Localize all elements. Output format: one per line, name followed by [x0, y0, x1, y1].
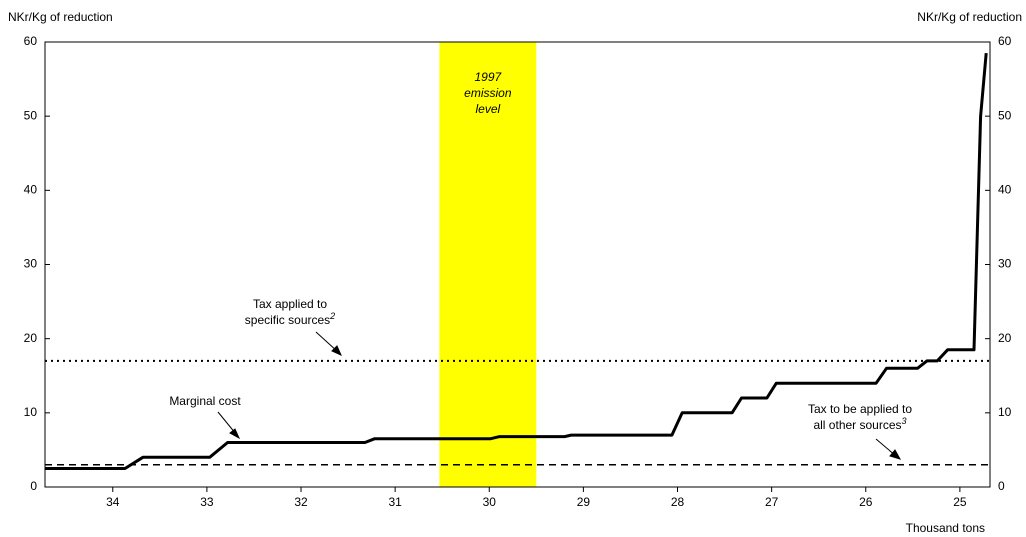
x-tick-label: 25: [953, 495, 967, 509]
y-tick-label: 20: [24, 331, 38, 345]
y2-tick-label: 40: [998, 183, 1012, 197]
x-tick-label: 32: [294, 495, 308, 509]
series-label: Marginal cost: [169, 394, 241, 408]
y-tick-label: 40: [24, 183, 38, 197]
x-tick-label: 30: [483, 495, 497, 509]
y-tick-label: 10: [24, 405, 38, 419]
y2-tick-label: 60: [998, 34, 1012, 48]
footnote-mark: 3: [902, 416, 907, 426]
reference-label: specific sources2: [245, 311, 335, 327]
footnote-mark: 2: [329, 311, 335, 321]
arrow-head: [889, 449, 902, 460]
emission-band: [439, 42, 537, 487]
band-label: 1997: [474, 70, 502, 84]
reference-label-text: Tax to be applied to: [808, 402, 912, 416]
x-tick-label: 26: [859, 495, 873, 509]
y2-tick-label: 30: [998, 257, 1012, 271]
y2-tick-label: 10: [998, 405, 1012, 419]
x-tick-label: 29: [577, 495, 591, 509]
reference-label: Tax to be applied to: [808, 402, 912, 416]
y-tick-label: 0: [30, 479, 37, 493]
y2-tick-label: 20: [998, 331, 1012, 345]
reference-label-text: all other sources: [813, 418, 901, 432]
arrow-head: [331, 345, 342, 356]
y2-axis-label: NKr/Kg of reduction: [917, 10, 1022, 24]
reference-label-text: specific sources: [245, 313, 330, 327]
x-axis-label: Thousand tons: [906, 521, 985, 535]
x-tick-label: 28: [671, 495, 685, 509]
x-tick-label: 34: [106, 495, 120, 509]
x-tick-label: 27: [765, 495, 779, 509]
reference-label: all other sources3: [813, 416, 906, 432]
reference-label: Tax applied to: [253, 297, 327, 311]
arrow-head: [229, 428, 241, 440]
band-label: emission: [464, 86, 512, 100]
reference-label-text: Tax applied to: [253, 297, 327, 311]
y-tick-label: 60: [24, 34, 38, 48]
y-tick-label: 30: [24, 257, 38, 271]
arrows: [217, 331, 902, 460]
x-tick-label: 31: [388, 495, 402, 509]
y-axis-label: NKr/Kg of reduction: [8, 10, 113, 24]
y2-tick-label: 0: [998, 479, 1005, 493]
x-tick-label: 33: [200, 495, 214, 509]
band-label: level: [476, 102, 501, 116]
y-tick-label: 50: [24, 108, 38, 122]
y2-tick-label: 50: [998, 108, 1012, 122]
series-line: [45, 52, 988, 470]
